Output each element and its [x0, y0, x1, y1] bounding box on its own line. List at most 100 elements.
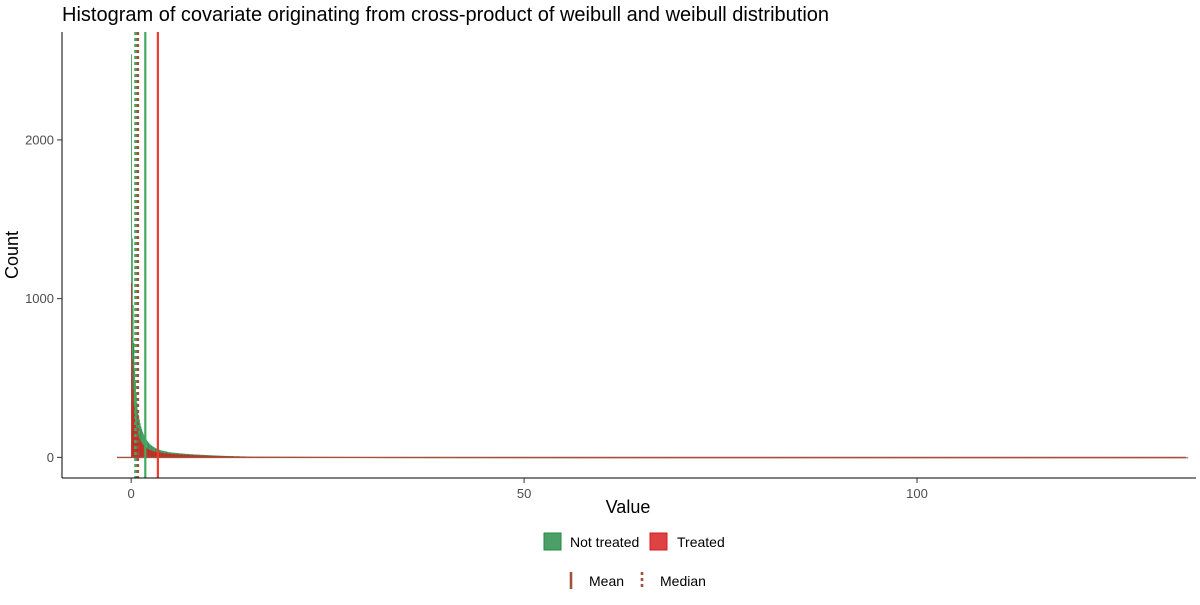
reference-lines — [134, 32, 159, 478]
histogram-bar — [154, 451, 156, 458]
histogram-bar — [164, 453, 166, 458]
histogram-bar — [131, 358, 133, 458]
legend-key-swatch — [649, 532, 668, 551]
histogram-bar — [199, 455, 201, 458]
plot-area — [117, 54, 1189, 459]
histogram-bar — [142, 445, 144, 458]
histogram-bar — [200, 455, 202, 458]
series-not-treated — [131, 54, 250, 458]
histogram-bar — [143, 445, 145, 458]
histogram-bar — [133, 404, 135, 458]
histogram-bar — [165, 453, 167, 458]
histogram-bar — [215, 455, 217, 458]
histogram-bar — [168, 453, 170, 458]
histogram-bar — [149, 449, 151, 458]
histogram-bar — [136, 431, 138, 458]
histogram-bar — [155, 451, 157, 458]
histogram-bar — [153, 451, 155, 458]
histogram-bar — [201, 455, 202, 458]
histogram-bar — [173, 454, 175, 458]
histogram-bar — [132, 305, 134, 458]
histogram-bar — [139, 419, 140, 458]
histogram-bar — [177, 454, 179, 458]
histogram-bar — [216, 455, 218, 458]
histogram-bar — [169, 453, 171, 458]
histogram-bar — [209, 455, 211, 458]
histogram-bar — [211, 455, 213, 458]
x-tick-label: 100 — [906, 486, 928, 501]
histogram-bar — [210, 455, 212, 458]
histogram-bar — [182, 454, 184, 458]
histogram-bar — [201, 455, 203, 458]
histogram-bar — [131, 282, 132, 458]
histogram-bar — [202, 455, 204, 458]
histogram-bar — [186, 454, 187, 458]
x-tick-label: 0 — [128, 486, 135, 501]
histogram-bar — [172, 454, 174, 458]
histogram-bar — [135, 382, 136, 458]
histogram-bar — [190, 455, 191, 458]
chart-title: Histogram of covariate originating from … — [62, 4, 829, 26]
histogram-bar — [179, 454, 181, 458]
histogram-bar — [205, 455, 207, 458]
histogram-bar — [192, 455, 194, 458]
histogram-bar — [131, 238, 133, 458]
histogram-bar — [185, 454, 187, 458]
histogram-bar — [158, 452, 160, 458]
legend-key-label: Treated — [677, 534, 725, 550]
legend-line-label: Mean — [589, 573, 624, 589]
histogram-bar — [204, 455, 206, 458]
histogram-bar — [135, 393, 137, 458]
histogram-bar — [150, 450, 152, 458]
histogram-bar — [175, 454, 176, 458]
histogram-bar — [132, 389, 134, 458]
histogram-bar — [195, 455, 197, 458]
histogram-bar — [183, 454, 184, 458]
legend-key-label: Not treated — [570, 534, 639, 550]
histogram-bar — [148, 449, 150, 458]
legend-lines: Mean Median — [569, 572, 706, 589]
histogram-bar — [193, 455, 195, 458]
x-axis-title: Value — [606, 497, 651, 517]
histogram-bar — [156, 451, 158, 458]
histogram-bar — [139, 438, 140, 458]
histogram-bar — [186, 454, 188, 458]
histogram-bar — [141, 443, 143, 458]
x-tick-label: 50 — [517, 486, 531, 501]
histogram-bar — [214, 455, 216, 458]
histogram-bar — [180, 454, 182, 458]
histogram-bar — [207, 455, 209, 458]
histogram-bar — [212, 455, 214, 458]
histogram-bar — [168, 453, 169, 458]
histogram-bar — [170, 453, 172, 458]
histogram-bar — [208, 455, 210, 458]
histogram-bar — [189, 454, 191, 458]
histogram-bar — [205, 455, 206, 458]
legend-fill: Not treated Treated — [543, 532, 725, 551]
histogram-bar — [176, 454, 178, 458]
histogram-bar — [135, 422, 136, 458]
histogram-bar — [198, 455, 200, 458]
legend-key-swatch — [543, 532, 562, 551]
histogram-bar — [213, 455, 215, 458]
y-tick-label: 1000 — [25, 291, 54, 306]
histogram-bar — [161, 452, 162, 458]
histogram-bar — [146, 448, 148, 458]
histogram-bar — [217, 455, 219, 458]
histogram-bar — [171, 454, 173, 458]
histogram-bar — [140, 441, 142, 458]
histogram-bar — [196, 455, 198, 458]
histogram-bar — [137, 409, 139, 458]
histogram-bar — [206, 455, 208, 458]
tail-bar — [1184, 457, 1189, 459]
histogram-bar — [203, 455, 205, 458]
histogram-bar — [147, 448, 149, 458]
histogram-bar — [197, 455, 198, 458]
histogram-bar — [151, 450, 153, 458]
histogram-bar — [183, 454, 185, 458]
histogram-bar — [162, 453, 164, 458]
histogram-bar — [174, 454, 176, 458]
histogram-bar — [142, 444, 143, 458]
histogram-bar — [150, 450, 151, 458]
histogram-bar — [187, 454, 189, 458]
